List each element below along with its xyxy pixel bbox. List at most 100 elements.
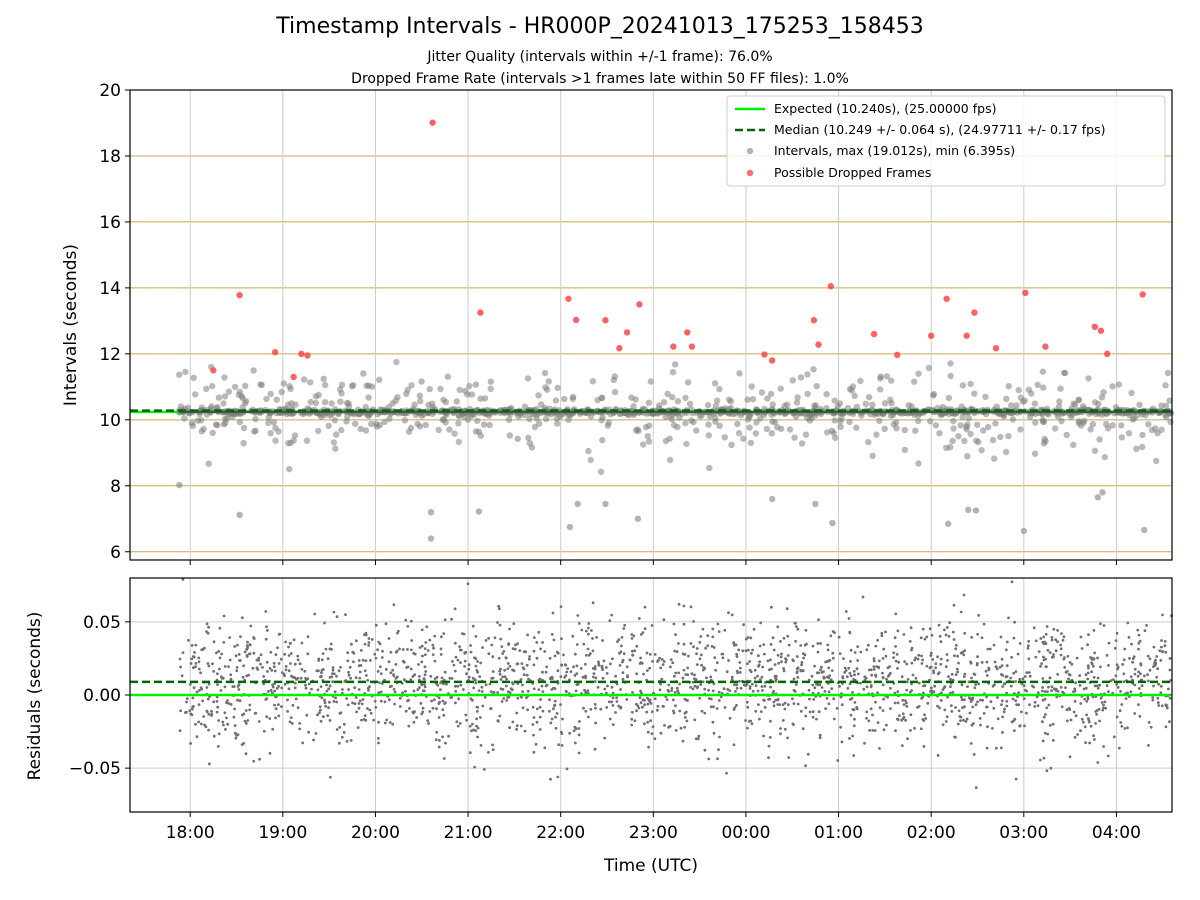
residual-point [1055, 695, 1059, 699]
residual-point [324, 647, 328, 651]
residual-point [980, 636, 984, 640]
interval-outlier-point [829, 519, 836, 527]
residual-point [662, 618, 666, 622]
residual-point [538, 728, 542, 731]
residual-point [1059, 653, 1063, 657]
residual-point [709, 705, 713, 709]
residual-point [1052, 655, 1055, 659]
residual-point [597, 660, 600, 664]
interval-point [670, 421, 678, 429]
residual-point [577, 727, 581, 730]
residual-point [568, 731, 571, 735]
interval-point [930, 390, 938, 398]
residual-point [689, 605, 693, 609]
residual-point [1107, 664, 1110, 667]
residual-point [618, 664, 622, 667]
x-tick-label: 23:00 [629, 823, 678, 843]
residual-point [553, 704, 556, 708]
interval-point [288, 400, 295, 407]
interval-point [693, 427, 700, 434]
residual-point [713, 656, 717, 660]
residual-point [994, 665, 998, 669]
residual-point [245, 654, 249, 657]
interval-point [286, 465, 293, 473]
residual-point [246, 719, 250, 722]
residual-point [649, 702, 653, 705]
residual-point [559, 675, 563, 679]
residual-point [596, 685, 600, 689]
residual-point [831, 656, 835, 660]
residual-point [716, 622, 720, 626]
residual-point [366, 707, 369, 710]
residual-point [1042, 655, 1045, 659]
interval-outlier-point [427, 535, 435, 542]
residual-point [378, 681, 381, 684]
residual-point [303, 669, 307, 673]
residual-point [1092, 676, 1096, 679]
residual-point [700, 663, 703, 667]
residual-point [1094, 722, 1097, 725]
residual-point [531, 723, 535, 726]
residual-point [573, 741, 577, 745]
residual-point [469, 644, 472, 647]
residual-point [291, 703, 295, 707]
dropped-frame-point [810, 317, 818, 324]
residual-point [422, 689, 426, 693]
residual-point [424, 641, 428, 644]
interval-point [711, 380, 719, 387]
residual-point [1027, 671, 1031, 674]
residual-point [1046, 648, 1050, 652]
residual-point [277, 714, 281, 718]
residual-point [851, 691, 854, 694]
residual-point [465, 672, 468, 676]
interval-point [645, 438, 653, 445]
residual-point [397, 629, 400, 633]
interval-point [303, 437, 311, 444]
residual-point [852, 724, 856, 728]
residual-point [870, 673, 874, 677]
interval-point [734, 420, 741, 428]
residual-point [330, 647, 333, 651]
residual-point [859, 681, 862, 685]
residual-point [283, 682, 287, 686]
residual-point [696, 737, 700, 741]
interval-point [597, 468, 605, 475]
residual-point [589, 707, 593, 711]
residual-point [630, 723, 634, 727]
dropped-frame-point [761, 351, 768, 358]
residual-point [851, 708, 855, 711]
residual-point [913, 726, 916, 730]
residual-point [746, 648, 750, 652]
interval-point [455, 438, 463, 446]
residual-point [625, 698, 629, 701]
residual-point [859, 650, 863, 654]
residual-point [360, 702, 364, 706]
dropped-frame-point [1022, 289, 1029, 297]
residual-point [602, 659, 606, 663]
legend-dropped-label: Possible Dropped Frames [774, 165, 931, 180]
residual-point [900, 675, 904, 679]
residual-point [420, 644, 424, 648]
residual-point [628, 658, 632, 662]
residual-point [637, 617, 641, 620]
residual-point [687, 654, 690, 658]
interval-point [625, 412, 632, 419]
residual-point [703, 687, 707, 691]
interval-point [1087, 426, 1094, 433]
residual-point [728, 716, 732, 720]
residual-point [1069, 718, 1073, 722]
residual-point [959, 719, 962, 722]
interval-point [1109, 383, 1116, 390]
residual-point [333, 690, 337, 694]
residual-point [419, 702, 423, 705]
residual-point [442, 632, 446, 635]
residual-point [942, 686, 946, 689]
interval-point [844, 404, 852, 412]
residual-point [861, 595, 865, 599]
residual-point [277, 703, 280, 707]
residual-point [300, 668, 304, 671]
interval-point [1133, 445, 1140, 452]
residual-point [511, 668, 514, 672]
interval-point [252, 427, 259, 434]
